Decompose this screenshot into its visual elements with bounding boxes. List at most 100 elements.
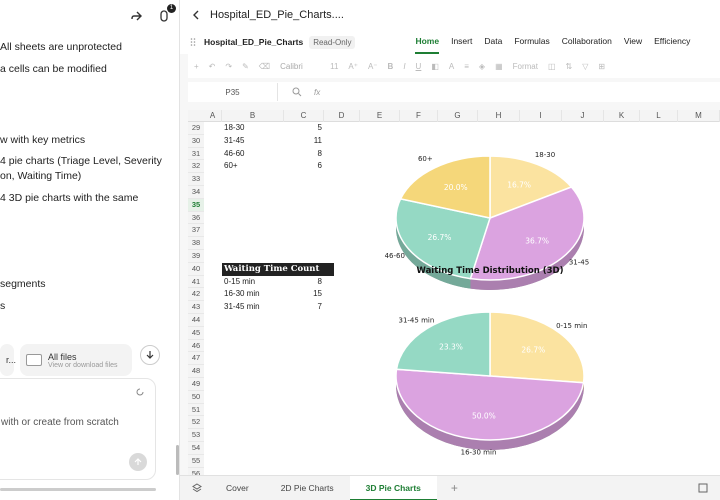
row-header[interactable]: 48 (188, 365, 204, 378)
row-header[interactable]: 43 (188, 301, 204, 314)
chat-hscrollbar[interactable] (0, 488, 156, 491)
cell-age-value[interactable]: 6 (317, 161, 322, 171)
refresh-icon[interactable] (135, 387, 145, 397)
increase-font-icon[interactable]: A⁺ (348, 61, 358, 71)
column-header[interactable]: B (222, 110, 284, 122)
cell-wait-value[interactable]: 8 (317, 276, 322, 286)
fill-icon[interactable]: ◫ (547, 61, 556, 71)
row-header[interactable]: 50 (188, 390, 204, 404)
cell-age-label[interactable]: 31-45 (224, 135, 245, 145)
row-header[interactable]: 38 (188, 237, 204, 250)
menu-efficiency[interactable]: Efficiency (654, 36, 691, 46)
chat-scrollbar[interactable] (176, 445, 179, 475)
scroll-down-button[interactable] (140, 345, 160, 365)
eraser-icon[interactable]: ⌫ (258, 61, 271, 71)
cell-age-label[interactable]: 46-60 (224, 148, 245, 158)
column-header[interactable]: I (520, 110, 562, 122)
column-header[interactable]: F (400, 110, 438, 122)
row-header[interactable]: 56 (188, 467, 204, 475)
conditional-format-icon[interactable]: ◈ (478, 61, 486, 71)
cell-wait-value[interactable]: 15 (313, 289, 322, 299)
menu-collaboration[interactable]: Collaboration (561, 36, 612, 46)
cell-name-box[interactable]: P35 (188, 83, 278, 101)
sort-icon[interactable]: ⇅ (565, 61, 573, 71)
menu-data[interactable]: Data (484, 36, 503, 46)
align-icon[interactable]: ≡ (464, 61, 469, 71)
cell-age-label[interactable]: 18-30 (224, 123, 245, 132)
column-header[interactable]: M (678, 110, 720, 122)
row-header[interactable]: 36 (188, 211, 204, 225)
decrease-font-icon[interactable]: A⁻ (367, 61, 378, 71)
font-color-icon[interactable]: A (448, 61, 455, 71)
send-button[interactable] (129, 453, 147, 471)
filter-icon[interactable]: ▽ (582, 61, 589, 71)
row-header[interactable]: 42 (188, 288, 204, 302)
more-icon[interactable]: ⊞ (598, 61, 606, 71)
table-icon[interactable]: ▦ (495, 61, 503, 71)
menu-view[interactable]: View (623, 36, 643, 46)
row-header[interactable]: 53 (188, 429, 204, 442)
row-header[interactable]: 55 (188, 454, 204, 468)
undo-icon[interactable]: ↶ (208, 61, 216, 71)
cell-wait-label[interactable]: 0-15 min (224, 276, 256, 286)
row-header[interactable]: 47 (188, 352, 204, 366)
sheet-tab[interactable]: Cover (226, 482, 249, 493)
cell-age-label[interactable]: 60+ (224, 161, 238, 171)
row-header[interactable]: 54 (188, 442, 204, 455)
column-header[interactable]: J (562, 110, 604, 122)
column-header[interactable]: D (324, 110, 360, 122)
column-header[interactable]: G (438, 110, 478, 122)
redo-icon[interactable]: ↷ (225, 61, 233, 71)
plus-icon[interactable]: + (194, 61, 199, 71)
row-header[interactable]: 49 (188, 378, 204, 391)
cell-wait-label[interactable]: 31-45 min (224, 302, 260, 312)
add-sheet-icon[interactable]: + (450, 481, 458, 495)
pie-charts[interactable]: 16.7% 18-30 36.7% 31-45 26.7% 46-60 20.0% 60+ 26… (368, 122, 618, 475)
cell-age-value[interactable]: 8 (317, 148, 322, 158)
menu-home[interactable]: Home (415, 30, 440, 54)
fill-color-icon[interactable]: ◧ (431, 61, 439, 71)
sheet-nav-icon[interactable] (698, 483, 708, 493)
row-header[interactable]: 45 (188, 326, 204, 340)
column-header[interactable]: E (360, 110, 400, 122)
pie-slice-0-15 min[interactable] (489, 311, 585, 384)
pie-slice-16-30 min[interactable] (395, 368, 585, 441)
row-header[interactable]: 34 (188, 186, 204, 199)
cell-wait-value[interactable]: 7 (317, 302, 322, 312)
row-header[interactable]: 52 (188, 416, 204, 430)
row-header[interactable]: 37 (188, 224, 204, 238)
format-select[interactable]: Format (512, 61, 538, 71)
cell-age-value[interactable]: 5 (317, 123, 322, 132)
chat-composer[interactable]: with or create from scratch (0, 378, 156, 480)
bold-icon[interactable]: B (387, 61, 394, 71)
font-family-select[interactable]: Calibri (280, 61, 303, 71)
column-header[interactable]: L (640, 110, 678, 122)
zoom-icon[interactable] (292, 87, 302, 97)
row-header[interactable]: 29 (188, 122, 204, 135)
menu-formulas[interactable]: Formulas (514, 36, 550, 46)
pie-slice-18-30[interactable] (489, 155, 573, 220)
sheet-tab[interactable]: 3D Pie Charts (349, 475, 437, 500)
pie-chart-1[interactable]: 16.7% 18-30 36.7% 31-45 26.7% 46-60 20.0% 60+ (385, 151, 590, 290)
waiting-time-header[interactable]: Waiting Time Count (222, 262, 334, 276)
share-icon[interactable] (128, 8, 144, 24)
row-header[interactable]: 39 (188, 250, 204, 263)
fx-icon[interactable]: fx (314, 87, 321, 97)
pie-slice-60+[interactable] (399, 155, 491, 219)
font-size-select[interactable]: 11 (330, 61, 339, 71)
format-painter-icon[interactable]: ✎ (242, 61, 249, 71)
back-icon[interactable] (192, 10, 200, 20)
row-header[interactable]: 40 (188, 262, 204, 276)
row-header[interactable]: 30 (188, 134, 204, 148)
cell-age-value[interactable]: 11 (313, 135, 322, 145)
cell-wait-label[interactable]: 16-30 min (224, 289, 260, 299)
row-header[interactable]: 44 (188, 314, 204, 327)
column-header[interactable]: C (284, 110, 324, 122)
drag-handle-icon[interactable] (190, 37, 196, 47)
row-header[interactable]: 31 (188, 147, 204, 161)
layers-icon[interactable] (192, 483, 202, 493)
pie-slice-31-45 min[interactable] (395, 311, 491, 377)
underline-icon[interactable]: U (415, 61, 422, 71)
row-header[interactable]: 35 (188, 198, 204, 212)
